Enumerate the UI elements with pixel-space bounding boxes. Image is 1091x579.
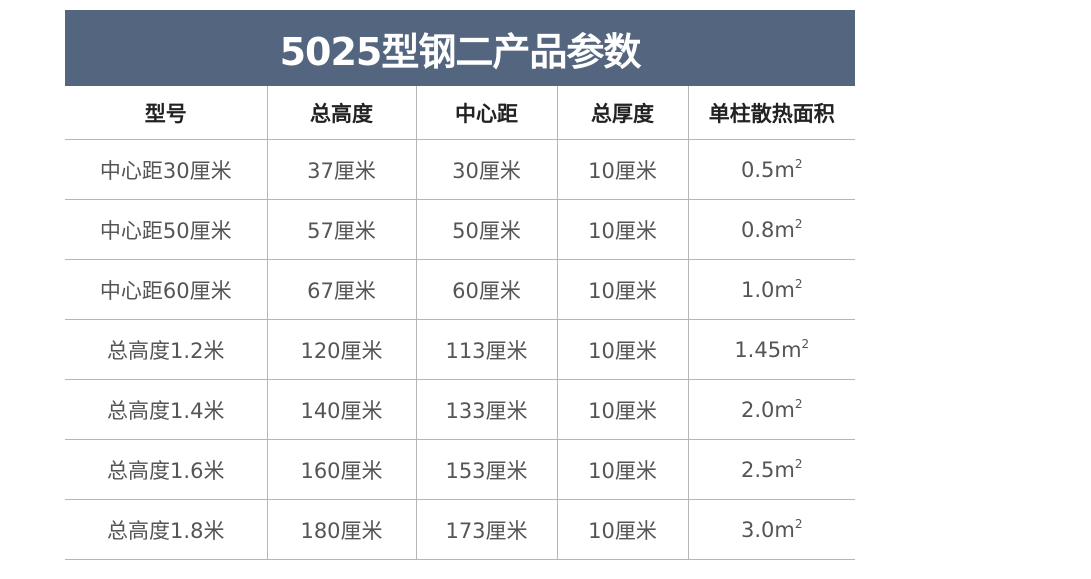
cell-total-height: 67厘米 [267, 259, 417, 320]
cell-model: 中心距50厘米 [65, 199, 268, 260]
cell-center-distance: 60厘米 [416, 259, 558, 320]
unit-exponent: 2 [794, 397, 803, 411]
cell-heat-area: 2.5m2 [688, 439, 855, 500]
unit-exponent: 2 [794, 157, 803, 171]
product-spec-table: 5025型钢二产品参数 型号 总高度 中心距 总厚度 单柱散热面积 中心距30厘米 37厘… [65, 10, 855, 560]
cell-center-distance: 30厘米 [416, 139, 558, 200]
cell-model: 总高度1.2米 [65, 319, 268, 380]
cell-total-height: 140厘米 [267, 379, 417, 440]
table-row: 总高度1.8米 180厘米 173厘米 10厘米 3.0m2 [65, 499, 855, 560]
cell-total-height: 37厘米 [267, 139, 417, 200]
unit-exponent: 2 [794, 457, 803, 471]
cell-center-distance: 50厘米 [416, 199, 558, 260]
column-header-heat-area: 单柱散热面积 [688, 86, 855, 140]
cell-center-distance: 133厘米 [416, 379, 558, 440]
cell-model: 中心距60厘米 [65, 259, 268, 320]
heat-area-value: 0.8m [741, 218, 795, 242]
cell-heat-area: 1.0m2 [688, 259, 855, 320]
cell-thickness: 10厘米 [557, 379, 689, 440]
header-row: 型号 总高度 中心距 总厚度 单柱散热面积 [65, 86, 855, 140]
cell-heat-area: 2.0m2 [688, 379, 855, 440]
heat-area-value: 1.0m [741, 278, 795, 302]
cell-model: 中心距30厘米 [65, 139, 268, 200]
table-row: 总高度1.6米 160厘米 153厘米 10厘米 2.5m2 [65, 439, 855, 500]
table-row: 总高度1.2米 120厘米 113厘米 10厘米 1.45m2 [65, 319, 855, 380]
cell-thickness: 10厘米 [557, 139, 689, 200]
column-header-model: 型号 [65, 86, 268, 140]
heat-area-value: 0.5m [741, 158, 795, 182]
cell-heat-area: 0.8m2 [688, 199, 855, 260]
unit-exponent: 2 [794, 277, 803, 291]
unit-exponent: 2 [801, 337, 810, 351]
heat-area-value: 1.45m [734, 338, 802, 362]
column-header-center-distance: 中心距 [416, 86, 558, 140]
heat-area-value: 2.5m [741, 458, 795, 482]
cell-thickness: 10厘米 [557, 499, 689, 560]
cell-heat-area: 1.45m2 [688, 319, 855, 380]
cell-thickness: 10厘米 [557, 199, 689, 260]
cell-total-height: 120厘米 [267, 319, 417, 380]
cell-heat-area: 0.5m2 [688, 139, 855, 200]
cell-heat-area: 3.0m2 [688, 499, 855, 560]
cell-total-height: 160厘米 [267, 439, 417, 500]
table-title: 5025型钢二产品参数 [65, 10, 855, 86]
table-row: 中心距30厘米 37厘米 30厘米 10厘米 0.5m2 [65, 139, 855, 200]
column-header-total-height: 总高度 [267, 86, 417, 140]
cell-center-distance: 153厘米 [416, 439, 558, 500]
cell-model: 总高度1.6米 [65, 439, 268, 500]
table-row: 总高度1.4米 140厘米 133厘米 10厘米 2.0m2 [65, 379, 855, 440]
unit-exponent: 2 [794, 517, 803, 531]
table-row: 中心距60厘米 67厘米 60厘米 10厘米 1.0m2 [65, 259, 855, 320]
table-row: 中心距50厘米 57厘米 50厘米 10厘米 0.8m2 [65, 199, 855, 260]
cell-center-distance: 113厘米 [416, 319, 558, 380]
heat-area-value: 3.0m [741, 518, 795, 542]
column-header-thickness: 总厚度 [557, 86, 689, 140]
cell-total-height: 180厘米 [267, 499, 417, 560]
cell-center-distance: 173厘米 [416, 499, 558, 560]
cell-model: 总高度1.8米 [65, 499, 268, 560]
heat-area-value: 2.0m [741, 398, 795, 422]
cell-thickness: 10厘米 [557, 319, 689, 380]
spec-table: 型号 总高度 中心距 总厚度 单柱散热面积 中心距30厘米 37厘米 30厘米 10厘米 0.5… [65, 86, 855, 560]
cell-thickness: 10厘米 [557, 439, 689, 500]
cell-model: 总高度1.4米 [65, 379, 268, 440]
cell-total-height: 57厘米 [267, 199, 417, 260]
cell-thickness: 10厘米 [557, 259, 689, 320]
unit-exponent: 2 [794, 217, 803, 231]
